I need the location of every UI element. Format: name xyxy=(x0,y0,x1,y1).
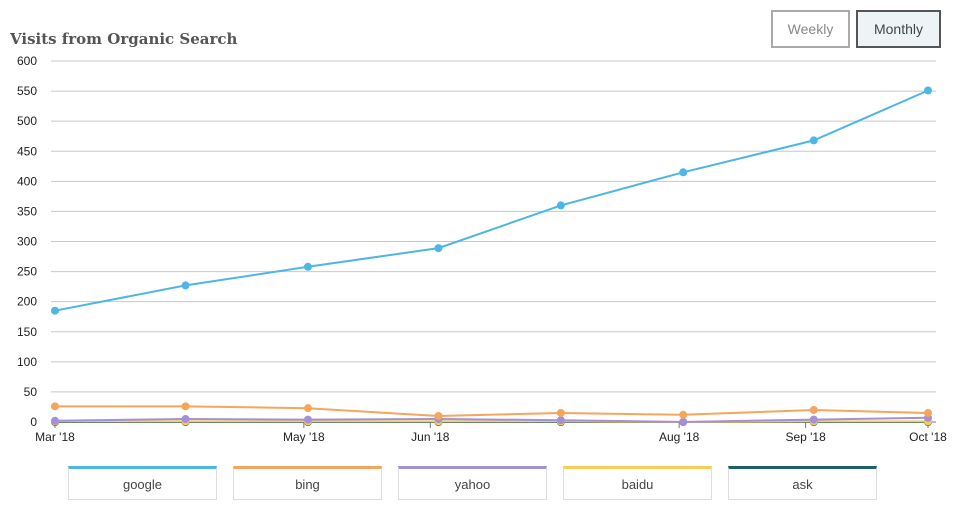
data-point-bing xyxy=(434,411,443,420)
data-point-bing xyxy=(556,408,565,417)
data-point-google xyxy=(679,168,688,177)
data-point-yahoo xyxy=(556,416,565,425)
y-tick-label: 250 xyxy=(17,265,37,279)
data-point-bing xyxy=(51,402,59,411)
line-chart: 0 50 100 150 200 250 300 350 400 450 500 550 600 Mar… xyxy=(17,54,947,444)
series-line-yahoo xyxy=(54,416,929,424)
data-point-yahoo xyxy=(303,415,312,424)
series-line-bing xyxy=(55,405,929,418)
legend-item-baidu[interactable]: baidu xyxy=(563,466,712,500)
data-point-bing xyxy=(679,410,688,419)
data-point-google xyxy=(303,262,312,271)
data-point-google xyxy=(924,86,932,95)
legend: google bing yahoo baidu ask xyxy=(68,466,877,500)
x-tick-label: Mar '18 xyxy=(35,430,75,444)
y-tick-label: 100 xyxy=(17,355,37,369)
data-point-bing xyxy=(809,405,818,414)
x-tick-label: Jun '18 xyxy=(411,430,450,444)
data-point-yahoo xyxy=(51,416,59,425)
data-point-google xyxy=(434,244,443,253)
data-point-yahoo xyxy=(809,415,818,424)
y-tick-label: 150 xyxy=(17,325,37,339)
x-tick-label: May '18 xyxy=(283,430,325,444)
legend-item-yahoo[interactable]: yahoo xyxy=(398,466,547,500)
y-tick-label: 550 xyxy=(17,84,37,98)
series-line-baidu xyxy=(55,420,928,424)
legend-item-bing[interactable]: bing xyxy=(233,466,382,500)
data-point-yahoo xyxy=(679,418,688,426)
data-point-google xyxy=(809,136,818,145)
y-tick-label: 450 xyxy=(17,144,37,158)
series-line-google xyxy=(54,89,929,312)
legend-item-ask[interactable]: ask xyxy=(728,466,877,500)
y-tick-label: 400 xyxy=(17,174,37,188)
y-tick-label: 500 xyxy=(17,114,37,128)
chart-title: Visits from Organic Search xyxy=(10,30,238,48)
y-tick-label: 200 xyxy=(17,295,37,309)
data-point-bing xyxy=(181,402,190,411)
monthly-button[interactable]: Monthly xyxy=(856,10,941,48)
data-point-yahoo xyxy=(181,414,190,423)
data-point-bing xyxy=(924,408,932,417)
weekly-button[interactable]: Weekly xyxy=(771,10,850,48)
x-tick-label: Oct '18 xyxy=(909,430,947,444)
data-point-google xyxy=(181,281,190,290)
data-point-bing xyxy=(303,404,312,413)
x-tick-label: Sep '18 xyxy=(785,430,826,444)
x-tick-label: Aug '18 xyxy=(659,430,700,444)
legend-item-google[interactable]: google xyxy=(68,466,217,500)
y-tick-label: 300 xyxy=(17,235,37,249)
y-tick-label: 350 xyxy=(17,204,37,218)
y-tick-label: 0 xyxy=(30,415,37,429)
data-point-google xyxy=(556,201,565,210)
y-tick-label: 600 xyxy=(17,54,37,68)
data-point-google xyxy=(51,306,59,315)
y-tick-label: 50 xyxy=(24,385,38,399)
